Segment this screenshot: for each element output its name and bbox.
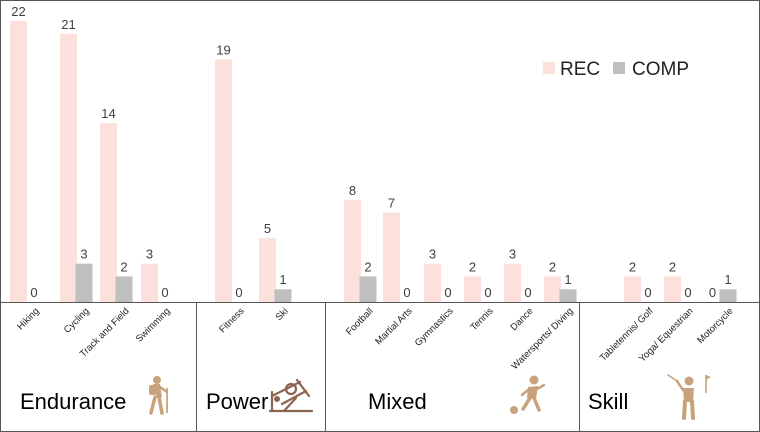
bar-rec-10 [504, 263, 521, 302]
category-label-10: Dance [508, 306, 535, 333]
data-label-comp-12: 0 [644, 285, 651, 300]
data-label-comp-13: 0 [684, 285, 691, 300]
group-label-skill: Skill [588, 389, 629, 414]
data-label-rec-4: 19 [216, 42, 230, 57]
bar-comp-11 [559, 289, 577, 302]
data-label-comp-8: 0 [444, 285, 451, 300]
data-label-rec-14: 0 [709, 285, 716, 300]
data-label-rec-1: 21 [61, 17, 75, 32]
category-label-5: Ski [274, 306, 291, 323]
bar-rec-2 [100, 123, 117, 302]
bar-rec-13 [664, 276, 681, 302]
legend: REC COMP [543, 59, 689, 80]
data-label-comp-6: 2 [364, 259, 371, 274]
data-label-rec-13: 2 [669, 259, 676, 274]
bar-rec-3 [141, 263, 158, 302]
data-label-comp-4: 0 [235, 285, 242, 300]
category-label-3: Swimming [134, 306, 173, 345]
data-label-rec-11: 2 [549, 259, 556, 274]
bar-comp-5 [274, 289, 292, 302]
bar-rec-12 [624, 276, 641, 302]
golfer-icon [667, 374, 711, 420]
data-label-comp-3: 0 [161, 285, 168, 300]
data-label-comp-9: 0 [484, 285, 491, 300]
group-label-mixed: Mixed [368, 389, 427, 414]
data-label-comp-0: 0 [30, 285, 37, 300]
hiker-icon [149, 376, 169, 415]
bar-comp-6 [359, 276, 377, 302]
bar-rec-11 [544, 276, 561, 302]
bar-rec-0 [10, 21, 27, 302]
data-label-comp-7: 0 [403, 285, 410, 300]
category-label-0: Hiking [15, 306, 41, 332]
bar-rec-8 [424, 263, 441, 302]
leg-press-icon [268, 378, 314, 413]
data-label-comp-11: 1 [564, 272, 571, 287]
bar-rec-9 [464, 276, 481, 302]
data-label-rec-8: 3 [429, 247, 436, 262]
category-label-8: Gymnastics [413, 306, 456, 349]
legend-label-rec: REC [560, 59, 600, 80]
bar-comp-2 [115, 276, 133, 302]
bar-rec-1 [60, 33, 77, 302]
data-label-rec-9: 2 [469, 259, 476, 274]
data-label-rec-6: 8 [349, 183, 356, 198]
legend-swatch-comp [613, 62, 625, 74]
bar-rec-6 [344, 199, 361, 302]
data-label-comp-5: 1 [279, 272, 286, 287]
group-label-endurance: Endurance [20, 389, 127, 414]
category-label-6: Football [344, 306, 376, 338]
bar-comp-14 [719, 289, 737, 302]
data-label-rec-3: 3 [146, 247, 153, 262]
data-label-rec-12: 2 [629, 259, 636, 274]
category-label-4: Fitness [217, 306, 247, 336]
group-label-power: Power [206, 389, 269, 414]
legend-swatch-rec [543, 62, 555, 74]
soccer-player-icon [510, 375, 546, 414]
category-label-9: Tennis [468, 306, 495, 333]
data-label-rec-7: 7 [388, 196, 395, 211]
data-label-comp-10: 0 [524, 285, 531, 300]
bar-rec-7 [383, 212, 400, 302]
data-label-rec-2: 14 [101, 106, 115, 121]
category-label-14: Motorcycle [695, 306, 735, 346]
bar-rec-5 [259, 238, 276, 302]
category-label-7: Martial Arts [373, 306, 415, 348]
data-label-rec-10: 3 [509, 247, 516, 262]
data-label-comp-14: 1 [724, 272, 731, 287]
legend-label-comp: COMP [632, 59, 689, 80]
data-label-rec-0: 22 [11, 4, 25, 19]
data-label-comp-1: 3 [80, 247, 87, 262]
category-label-1: Cycling [62, 306, 92, 336]
bar-comp-1 [75, 263, 93, 302]
bar-rec-4 [215, 59, 232, 303]
data-label-rec-5: 5 [264, 221, 271, 236]
data-label-comp-2: 2 [120, 259, 127, 274]
